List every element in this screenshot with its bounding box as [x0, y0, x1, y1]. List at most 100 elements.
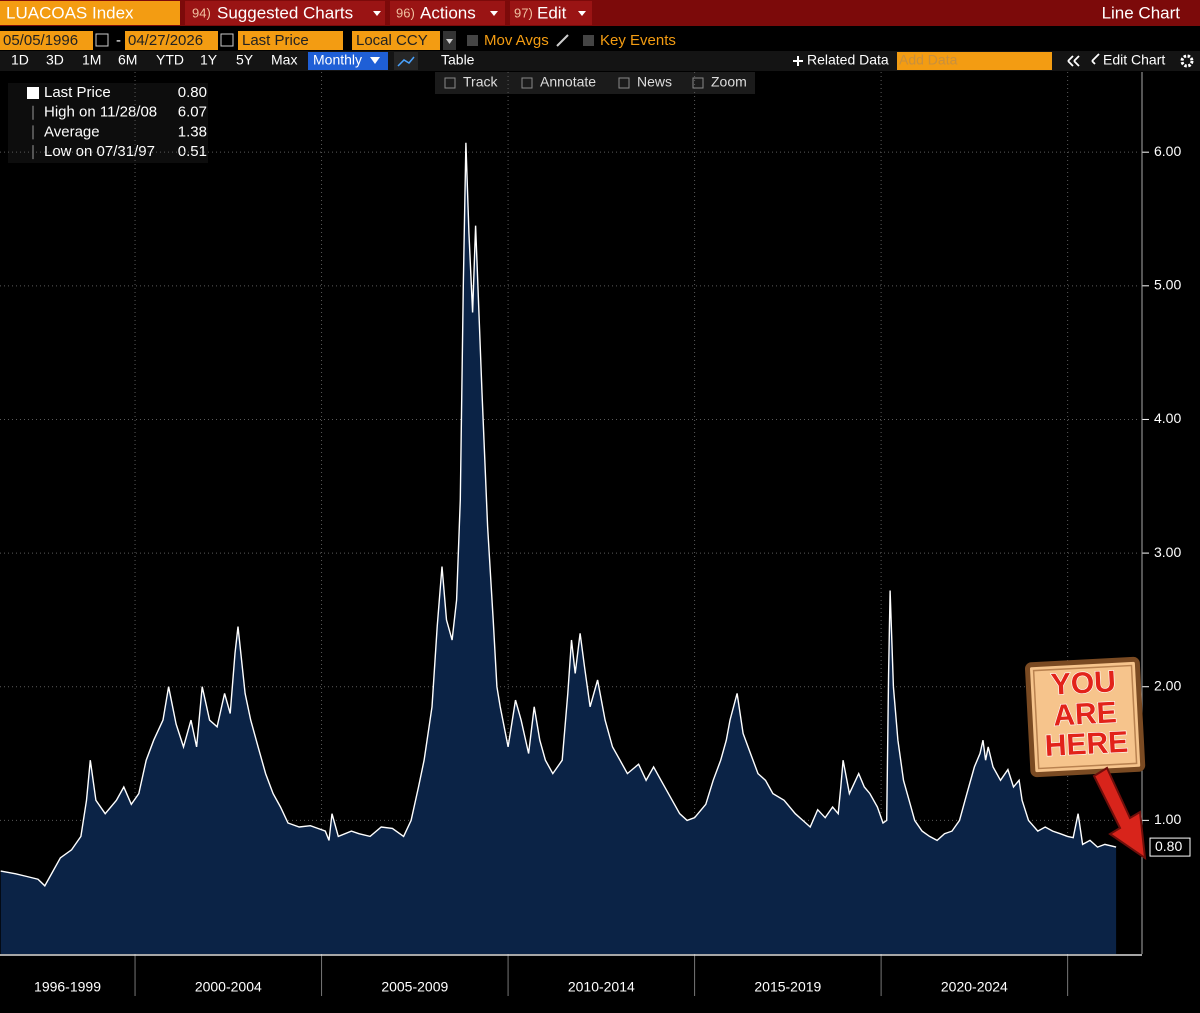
currency-select[interactable]: [352, 31, 440, 50]
legend-value: 6.07: [178, 104, 207, 121]
legend-value: 0.51: [178, 143, 207, 160]
key-events: Key Events: [600, 32, 676, 49]
sign-border: [1032, 664, 1138, 770]
frequency: Monthly: [313, 52, 362, 68]
range-buttons: 1D 3D 1M 6M YTD 1Y 5Y Max: [11, 52, 297, 68]
tool-buttons: Track Annotate News Zoom: [444, 74, 747, 90]
plot: 1.00 2.00 3.00 4.00 5.00 6.00 1996-1999 2000-20…: [0, 72, 1191, 996]
menu-number: 97): [514, 5, 533, 20]
menu-label: Edit: [537, 3, 567, 22]
menu-label: Suggested Charts: [217, 3, 353, 22]
field: Last Price: [242, 32, 309, 49]
related-data[interactable]: Related Data: [807, 52, 889, 68]
last-value-tag: [1149, 837, 1191, 857]
add-data-input[interactable]: [897, 52, 1052, 70]
checkbox[interactable]: [583, 35, 594, 46]
dropdown-icon: [578, 11, 586, 16]
annotation-line: HERE: [1044, 726, 1129, 763]
range-button[interactable]: 1Y: [200, 52, 218, 68]
range-button[interactable]: 1M: [82, 52, 101, 68]
y-tick-label: 4.00: [1154, 410, 1181, 426]
x-period-label: 2015-2019: [754, 979, 821, 995]
annotation-line: ARE: [1052, 696, 1117, 732]
end-date: 04/27/2026: [128, 32, 203, 49]
menu-button[interactable]: [185, 1, 385, 25]
range-button[interactable]: Max: [271, 52, 297, 68]
range-button[interactable]: 6M: [118, 52, 137, 68]
legend-value: 0.80: [178, 84, 207, 101]
series-line: [0, 142, 1117, 887]
tool-button[interactable]: Annotate: [540, 74, 596, 90]
annotation-sign: YOU ARE HERE: [1025, 656, 1146, 778]
legend-value: 1.38: [178, 123, 207, 140]
edit-chart[interactable]: Edit Chart: [1103, 52, 1165, 68]
date-separator: -: [116, 32, 121, 49]
y-tick-label: 1.00: [1154, 811, 1181, 827]
menu-button[interactable]: [390, 1, 505, 25]
pencil-icon[interactable]: [556, 34, 569, 47]
currency: Local CCY: [356, 32, 428, 49]
legend-label: Low on 07/31/97: [44, 143, 155, 160]
dropdown-icon: [490, 11, 498, 16]
tool-icon: [692, 77, 704, 89]
dropdown-icon: [373, 11, 381, 16]
dropdown-icon: [370, 57, 380, 64]
legend-label: Average: [44, 123, 100, 140]
range-button[interactable]: YTD: [156, 52, 184, 68]
annotation-line: YOU: [1050, 665, 1117, 701]
legend-swatch: [27, 87, 39, 99]
menu-button[interactable]: [510, 1, 592, 25]
calendar-icon[interactable]: [95, 33, 109, 47]
range-button[interactable]: 1D: [11, 52, 29, 68]
tool-icon: [618, 77, 630, 89]
x-period-label: 2020-2024: [941, 979, 1008, 995]
tool-button[interactable]: News: [637, 74, 672, 90]
checkbox[interactable]: [467, 35, 478, 46]
dropdown-icon: [446, 39, 453, 44]
tool-icon: [521, 77, 533, 89]
table-button[interactable]: Table: [441, 52, 475, 68]
settings-icon[interactable]: [1180, 54, 1194, 68]
menu-label: Actions: [420, 3, 476, 22]
menu-number: 94): [192, 5, 211, 20]
area-fill: [0, 142, 1117, 955]
y-tick-label: 2.00: [1154, 677, 1181, 693]
edit-icon: [1091, 53, 1100, 65]
add-data: Add Data: [899, 52, 958, 68]
tool-button[interactable]: Track: [463, 74, 498, 90]
y-tick-label: 5.00: [1154, 277, 1181, 293]
x-period-label: 2005-2009: [381, 979, 448, 995]
x-period-label: 2000-2004: [195, 979, 262, 995]
x-period-label: 2010-2014: [568, 979, 635, 995]
y-tick-label: 6.00: [1154, 143, 1181, 159]
date-input[interactable]: [0, 31, 93, 50]
ticker: LUACOAS Index: [6, 3, 134, 22]
tool-bar: [435, 72, 755, 94]
calendar-icon[interactable]: [220, 33, 234, 47]
collapse-icon[interactable]: [1067, 55, 1080, 67]
range-button[interactable]: 5Y: [236, 52, 254, 68]
last-value-label: 0.80: [1155, 838, 1182, 854]
frequency-button[interactable]: [308, 52, 388, 70]
range-button[interactable]: 3D: [46, 52, 64, 68]
menu-number: 96): [396, 5, 415, 20]
chart-kind: Line Chart: [1102, 3, 1181, 22]
start-date: 05/05/1996: [3, 32, 78, 49]
tool-icon: [444, 77, 456, 89]
ticker-box[interactable]: [0, 1, 180, 25]
field-select[interactable]: [238, 31, 343, 50]
date-input[interactable]: [125, 31, 218, 50]
legend: Last Price 0.80 High on 11/28/08 6.07 Averag…: [27, 84, 207, 160]
chart-style-icon: [397, 56, 415, 67]
plus-icon: [793, 56, 803, 66]
sign-board: [1025, 656, 1146, 778]
legend-label: Last Price: [44, 84, 111, 101]
x-period-label: 1996-1999: [34, 979, 101, 995]
tool-button[interactable]: Zoom: [711, 74, 747, 90]
legend-box: [8, 83, 208, 163]
mov-avgs: Mov Avgs: [484, 32, 549, 49]
legend-label: High on 11/28/08: [44, 104, 157, 121]
annotation-arrow: [1092, 766, 1147, 861]
